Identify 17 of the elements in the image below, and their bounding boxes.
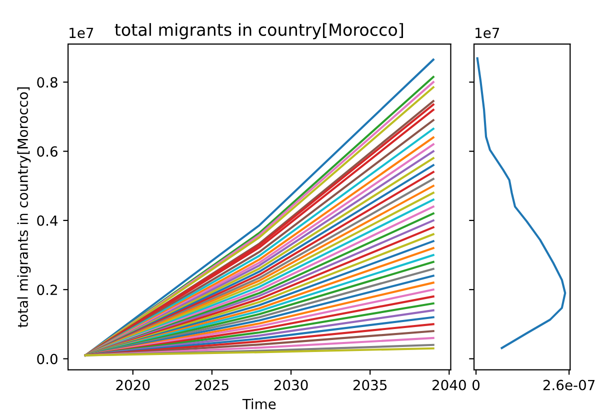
y-tick-label: 0.2 (37, 284, 57, 296)
y-tick-label: 0.0 (37, 354, 58, 364)
x-axis-title: Time (242, 398, 276, 410)
x-tick-label: 2025 (195, 380, 228, 390)
text: 1e7 (70, 28, 94, 38)
x-tick-label: 2035 (353, 380, 387, 390)
y-axis-title: total migrants in country[Morocco] (17, 87, 31, 328)
x-tick-label: 0 (472, 380, 480, 390)
x-tick-label: 2040 (432, 380, 466, 390)
y-tick-label: 0.4 (37, 215, 58, 226)
text: 1e7 (476, 28, 500, 38)
chart-title: total migrants in country[Morocco] (114, 23, 403, 40)
y-tick-label: 0.8 (37, 77, 58, 88)
x-tick-label: 2.6e-07 (543, 380, 595, 390)
y-tick-label: 0.6 (37, 146, 58, 157)
x-tick-label: 2020 (116, 380, 150, 390)
x-tick-label: 2030 (274, 380, 308, 390)
